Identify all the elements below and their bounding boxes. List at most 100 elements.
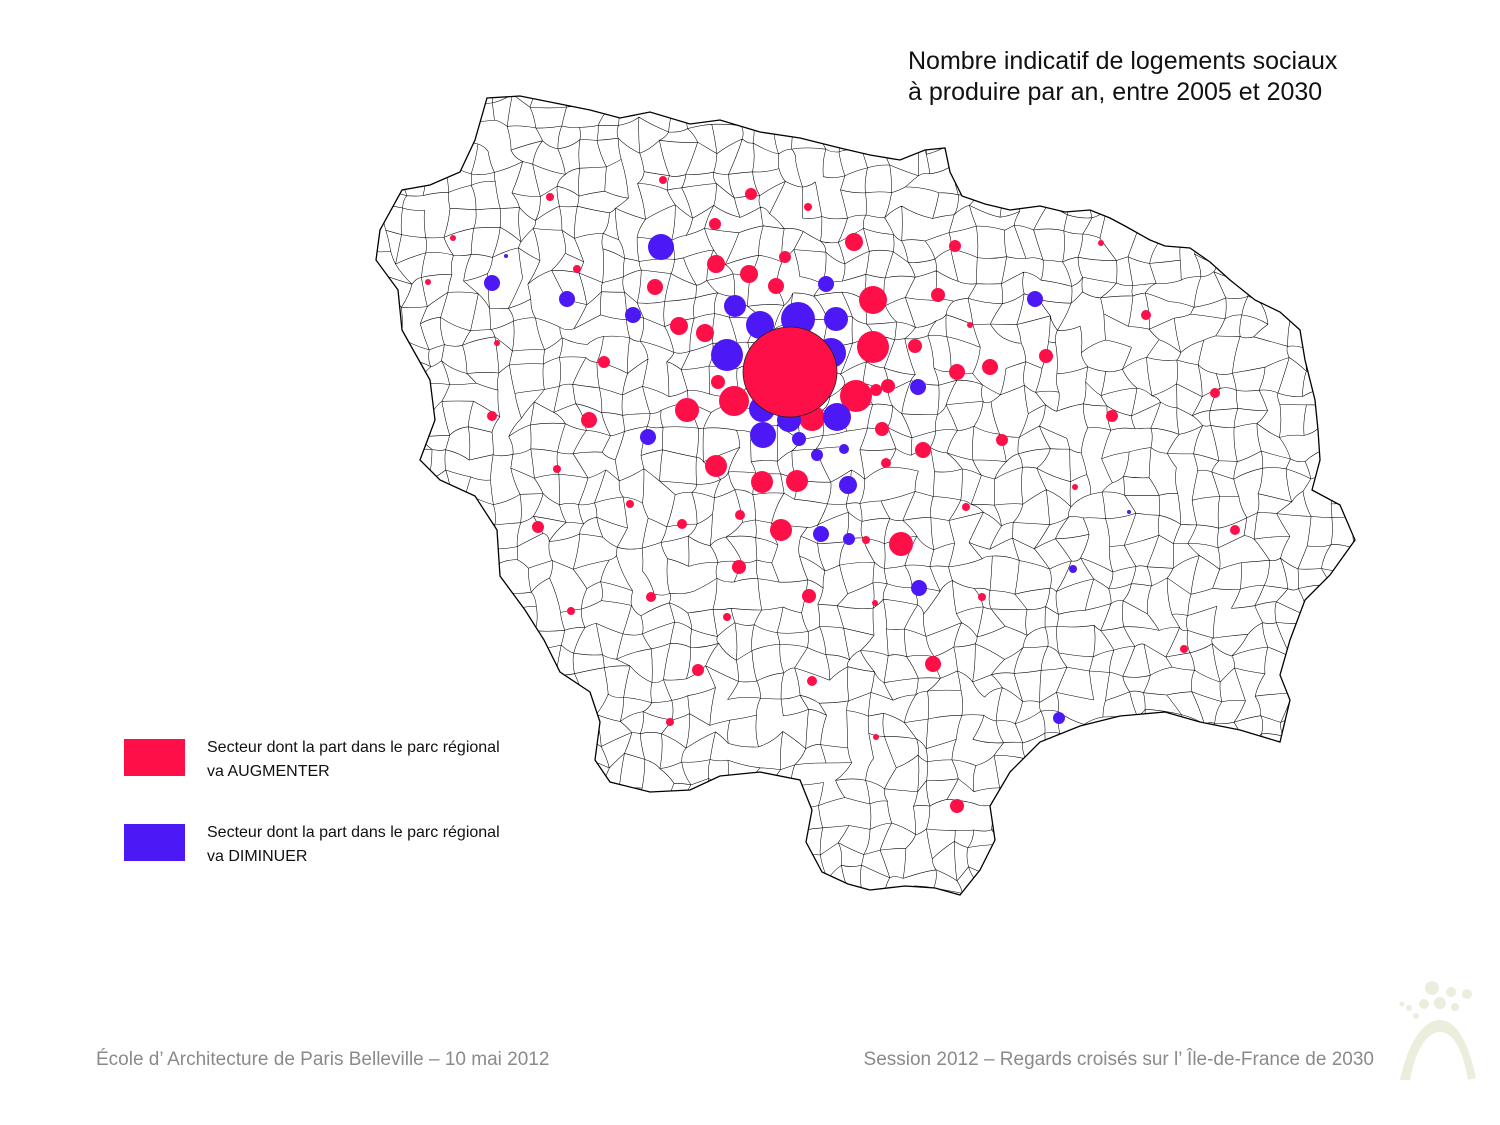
sector-bubble-increase [1039, 349, 1053, 363]
sector-bubble-increase [711, 375, 725, 389]
sector-bubble-increase [675, 398, 699, 422]
sector-bubble-increase [873, 734, 879, 740]
sector-bubble-increase [770, 519, 792, 541]
sector-bubble-increase [881, 379, 895, 393]
sector-bubble-decrease [746, 311, 774, 339]
school-logo-icon [1399, 981, 1476, 1080]
sector-bubble-decrease [910, 379, 926, 395]
sector-bubble-increase [598, 356, 610, 368]
sector-bubble-increase [804, 203, 812, 211]
sector-bubble-increase [1180, 645, 1188, 653]
sector-bubble-decrease [839, 444, 849, 454]
sector-bubble-increase [666, 718, 674, 726]
legend-label-increase: Secteur dont la part dans le parc région… [207, 736, 607, 784]
sector-bubble-increase [1141, 310, 1151, 320]
sector-bubble-increase [872, 600, 878, 606]
legend-swatch-decrease [124, 824, 185, 861]
sector-bubble-increase [670, 317, 688, 335]
sector-bubble-increase [740, 265, 758, 283]
sector-bubble-increase [862, 536, 870, 544]
sector-bubble-decrease [504, 254, 508, 258]
map-title: Nombre indicatif de logements sociaux à … [908, 46, 1468, 108]
sector-bubble-decrease [750, 422, 776, 448]
sector-bubble-increase [949, 364, 965, 380]
sector-bubble-decrease [813, 526, 829, 542]
sector-bubble-paris [742, 326, 838, 418]
sector-bubble-increase [1098, 240, 1104, 246]
sector-bubble-decrease [1053, 712, 1065, 724]
sector-bubble-increase [1230, 525, 1240, 535]
sector-bubble-increase [573, 265, 581, 273]
sector-bubble-increase [732, 560, 746, 574]
sector-bubble-decrease [811, 449, 823, 461]
sector-bubble-increase [581, 412, 597, 428]
sector-bubble-decrease [823, 403, 851, 431]
sector-bubble-increase [735, 510, 745, 520]
sector-bubble-increase [646, 592, 656, 602]
region-outline [375, 95, 1356, 896]
sector-bubble-increase [870, 384, 882, 396]
sector-bubble-increase [807, 676, 817, 686]
sector-bubble-decrease [1027, 291, 1043, 307]
sector-bubble-increase [1072, 484, 1078, 490]
sector-bubble-increase [925, 656, 941, 672]
sector-bubble-increase [450, 235, 456, 241]
sector-bubble-decrease [1127, 510, 1131, 514]
sector-bubble-increase [908, 339, 922, 353]
sector-bubble-increase [915, 442, 931, 458]
sector-bubble-decrease [724, 295, 746, 317]
sector-bubble-increase [949, 240, 961, 252]
sector-bubble-increase [696, 324, 714, 342]
sector-bubble-increase [494, 340, 500, 346]
sector-bubble-increase [857, 331, 889, 363]
sector-bubble-increase [677, 519, 687, 529]
sector-bubble-increase [840, 380, 872, 412]
sector-bubble-increase [553, 465, 561, 473]
legend-decrease-line-2: va DIMINUER [207, 848, 308, 865]
sector-bubble-increase [719, 386, 749, 416]
sector-bubble-decrease [818, 276, 834, 292]
sector-bubbles [425, 176, 1240, 813]
sector-bubble-decrease [484, 275, 500, 291]
sector-bubble-increase [978, 593, 986, 601]
sector-bubble-decrease [559, 291, 575, 307]
sector-bubble-increase [845, 233, 863, 251]
sector-bubble-increase [996, 434, 1008, 446]
sector-bubble-increase [881, 458, 891, 468]
sector-bubble-decrease [625, 307, 641, 323]
sector-bubble-increase [889, 532, 913, 556]
sector-bubble-decrease [1069, 565, 1077, 573]
sector-bubble-decrease [648, 234, 674, 260]
legend-swatch-increase [124, 739, 185, 776]
map-title-line-1: Nombre indicatif de logements sociaux [908, 47, 1338, 75]
footer-session: Session 2012 – Regards croisés sur l’ Îl… [863, 1049, 1374, 1070]
sector-bubble-decrease [824, 307, 848, 331]
sector-bubble-decrease [911, 580, 927, 596]
sector-bubble-increase [567, 607, 575, 615]
map-title-line-2: à produire par an, entre 2005 et 2030 [908, 78, 1323, 106]
sector-bubble-increase [626, 500, 634, 508]
legend-increase-line-1: Secteur dont la part dans le parc région… [207, 739, 500, 756]
sector-bubble-increase [875, 422, 889, 436]
sector-bubble-increase [546, 193, 554, 201]
sector-bubble-increase [745, 188, 757, 200]
sector-bubble-increase [659, 176, 667, 184]
sector-bubble-decrease [640, 429, 656, 445]
sector-bubble-increase [768, 278, 784, 294]
sector-bubble-increase [647, 279, 663, 295]
sector-bubble-increase [707, 255, 725, 273]
sector-bubble-increase [1210, 388, 1220, 398]
sector-bubble-increase [723, 613, 731, 621]
legend-label-decrease: Secteur dont la part dans le parc région… [207, 821, 607, 869]
sector-bubble-increase [779, 251, 791, 263]
sector-bubble-decrease [839, 476, 857, 494]
sector-bubble-decrease [843, 533, 855, 545]
sector-bubble-increase [786, 470, 808, 492]
legend-increase-line-2: va AUGMENTER [207, 763, 330, 780]
sector-bubble-increase [1106, 410, 1118, 422]
sector-bubble-increase [425, 279, 431, 285]
sector-bubble-decrease [792, 432, 806, 446]
footer-school: École d’ Architecture de Paris Bellevill… [96, 1049, 550, 1070]
sector-bubble-increase [931, 288, 945, 302]
